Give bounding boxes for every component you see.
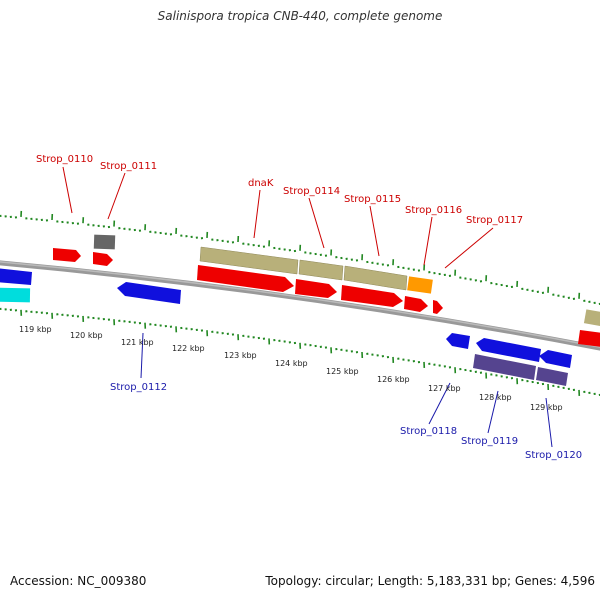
scale-label: 122 kbp (172, 344, 205, 353)
orange-feature-0116[interactable] (407, 276, 433, 294)
gene-bar-0115[interactable] (343, 265, 408, 291)
cds-arrow-edge[interactable] (578, 330, 600, 348)
gene-bar-0114[interactable] (298, 259, 344, 281)
scale-label: 123 kbp (224, 351, 257, 360)
scale-label: 127 kbp (428, 384, 461, 393)
cds-reverse-0112[interactable] (117, 282, 181, 304)
scale-label: 121 kbp (121, 338, 154, 347)
gene-feature-0110[interactable] (53, 248, 81, 262)
purple-feature-0119[interactable] (473, 354, 536, 380)
genome-backbone-highlight (0, 261, 600, 348)
gene-label-strop-0114[interactable]: Strop_0114 (283, 186, 340, 197)
scale-label: 128 kbp (479, 393, 512, 402)
cds-arrow-0116[interactable] (404, 296, 428, 312)
gene-bar-dnaK[interactable] (199, 246, 299, 275)
gene-label-strop-0119[interactable]: Strop_0119 (461, 436, 518, 447)
scale-label: 125 kbp (326, 367, 359, 376)
gene-label-strop-0115[interactable]: Strop_0115 (344, 194, 401, 205)
trna-feature-0111[interactable] (93, 234, 116, 250)
cds-reverse-left[interactable] (0, 268, 32, 285)
cds-reverse-0119[interactable] (476, 338, 541, 362)
cds-arrow-0115[interactable] (341, 285, 403, 307)
cds-arrow-dnaK[interactable] (197, 265, 294, 292)
callout-lines (62, 166, 553, 448)
gene-bar-edge[interactable] (583, 309, 600, 328)
scale-label: 124 kbp (275, 359, 308, 368)
map-title: Salinispora tropica CNB-440, complete ge… (157, 9, 443, 23)
cds-arrow-0117[interactable] (433, 300, 443, 314)
gene-label-strop-0118[interactable]: Strop_0118 (400, 426, 457, 437)
gene-label-strop-0110[interactable]: Strop_0110 (36, 154, 93, 165)
gene-feature-0111[interactable] (93, 252, 113, 266)
scale-label: 119 kbp (19, 325, 52, 334)
gene-label-strop-0112[interactable]: Strop_0112 (110, 382, 167, 393)
gene-labels: Strop_0110 Strop_0111 dnaK Strop_0114 St… (36, 154, 582, 461)
accession-text: Accession: NC_009380 (10, 574, 147, 588)
cds-arrow-0114[interactable] (295, 279, 337, 298)
gene-label-strop-0117[interactable]: Strop_0117 (466, 215, 523, 226)
genome-stats-text: Topology: circular; Length: 5,183,331 bp… (265, 574, 595, 588)
scale-labels: 119 kbp 120 kbp 121 kbp 122 kbp 123 kbp … (19, 325, 563, 412)
scale-label: 126 kbp (377, 375, 410, 384)
gene-label-dnak[interactable]: dnaK (248, 178, 274, 189)
cds-reverse-0118[interactable] (446, 333, 470, 349)
cyan-feature[interactable] (0, 287, 31, 303)
cds-reverse-0120[interactable] (539, 350, 572, 368)
gene-label-strop-0120[interactable]: Strop_0120 (525, 450, 582, 461)
purple-feature-0120[interactable] (536, 367, 568, 386)
bottom-tick-track (0, 307, 600, 397)
scale-label: 129 kbp (530, 403, 563, 412)
genome-backbone (0, 260, 600, 351)
gene-label-strop-0111[interactable]: Strop_0111 (100, 161, 157, 172)
gene-label-strop-0116[interactable]: Strop_0116 (405, 205, 462, 216)
top-tick-track (0, 210, 600, 306)
scale-label: 120 kbp (70, 331, 103, 340)
